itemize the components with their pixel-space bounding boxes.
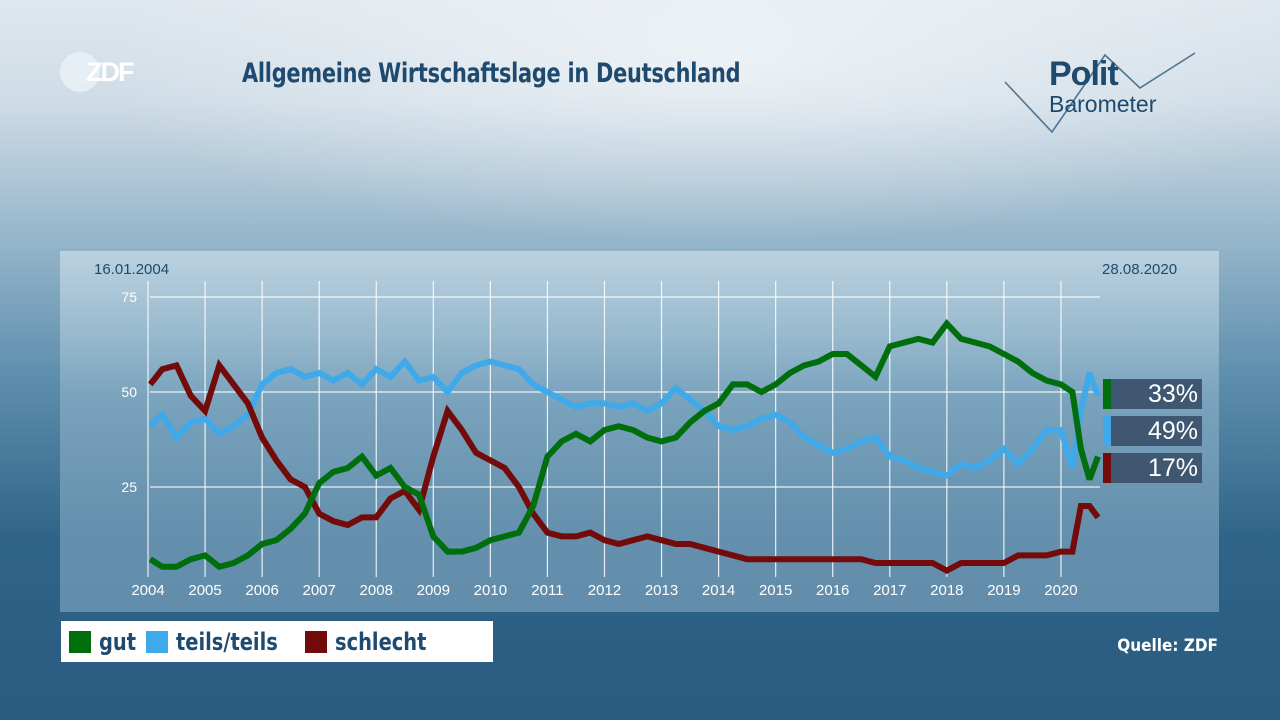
badge-value-teils: 49% [1147,417,1198,445]
x-tick-label: 2004 [131,582,164,599]
end-date-label: 28.08.2020 [1102,261,1178,278]
legend-label-teils: teils/teils [176,627,278,656]
legend-label-schlecht: schlecht [335,627,427,656]
y-tick-label: 50 [121,384,137,400]
legend-item-teils: teils/teils [146,621,289,662]
x-tick-label: 2016 [816,582,849,599]
chart-legend: gut teils/teils schlecht [61,621,493,662]
latest-value-badge-teils: 49% [1103,416,1202,446]
x-tick-label: 2018 [930,582,963,599]
x-tick-label: 2005 [188,582,221,599]
legend-swatch-gut [69,630,91,653]
legend-label-gut: gut [99,627,137,656]
politbarometer-logo-line [1004,52,1196,134]
x-tick-label: 2006 [245,582,278,599]
badge-value-schlecht: 17% [1147,454,1198,482]
page-title: Allgemeine Wirtschaftslage in Deutschlan… [242,58,741,89]
legend-swatch-teils [146,630,168,653]
legend-item-schlecht: schlecht [305,621,437,662]
badge-swatch-teils [1103,416,1111,446]
x-tick-label: 2014 [702,582,735,599]
badge-swatch-gut [1103,379,1111,409]
y-tick-label: 25 [121,479,137,495]
legend-item-gut: gut [69,621,140,662]
y-tick-label: 75 [121,289,137,305]
x-tick-label: 2011 [531,582,563,599]
zdf-logo-circle [60,52,100,92]
x-tick-label: 2015 [759,582,792,599]
x-tick-label: 2008 [360,582,393,599]
x-tick-label: 2009 [417,582,450,599]
legend-swatch-schlecht [305,630,327,653]
x-tick-label: 2019 [987,582,1020,599]
latest-value-badge-schlecht: 17% [1103,453,1202,483]
x-tick-label: 2007 [302,582,335,599]
series-line-gut [148,318,1101,571]
start-date-label: 16.01.2004 [94,261,170,278]
badge-swatch-schlecht [1103,453,1111,483]
x-tick-label: 2017 [873,582,906,599]
politbarometer-logo-polit: Polit [1049,55,1119,93]
series-line-schlecht [147,358,1101,574]
badge-value-gut: 33% [1147,380,1198,408]
x-tick-label: 2013 [645,582,678,599]
zdf-logo: ZDF [86,57,135,87]
series-line-teilsteils [148,356,1101,479]
latest-value-badge-gut: 33% [1103,379,1202,409]
x-tick-label: 2012 [588,582,621,599]
politbarometer-logo-barometer: Barometer [1049,91,1157,117]
x-tick-label: 2020 [1044,582,1077,599]
source-label: Quelle: ZDF [1117,636,1218,656]
x-tick-label: 2010 [474,582,507,599]
